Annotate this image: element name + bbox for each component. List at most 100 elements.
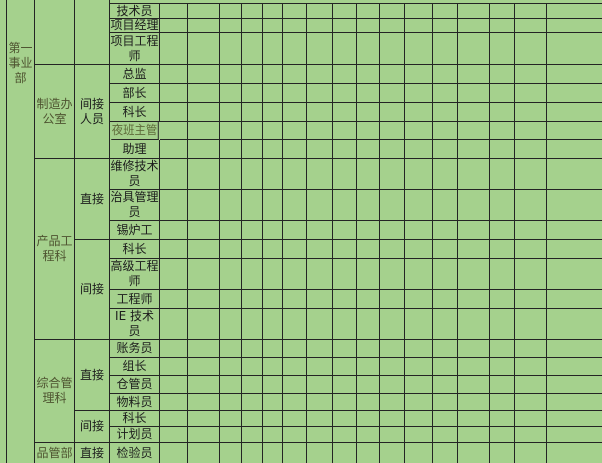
grid-cell[interactable] <box>380 290 405 309</box>
grid-cell[interactable] <box>188 190 220 221</box>
grid-cell[interactable] <box>490 427 515 443</box>
grid-cell[interactable] <box>160 427 188 443</box>
grid-cell[interactable] <box>188 340 220 358</box>
grid-cell[interactable] <box>458 19 490 33</box>
grid-cell[interactable] <box>458 443 490 463</box>
grid-cell[interactable] <box>242 443 263 463</box>
grid-cell[interactable] <box>547 427 602 443</box>
grid-cell[interactable] <box>405 394 433 411</box>
grid-cell[interactable] <box>283 394 307 411</box>
grid-cell[interactable] <box>160 309 188 340</box>
grid-cell[interactable] <box>220 290 242 309</box>
grid-cell[interactable] <box>490 3 515 19</box>
grid-cell[interactable] <box>333 394 357 411</box>
grid-cell[interactable] <box>160 159 188 190</box>
grid-cell[interactable] <box>263 33 283 65</box>
grid-cell[interactable] <box>458 309 490 340</box>
grid-cell[interactable] <box>220 358 242 376</box>
grid-cell[interactable] <box>515 340 547 358</box>
grid-cell[interactable] <box>458 427 490 443</box>
grid-cell[interactable] <box>515 290 547 309</box>
grid-cell[interactable] <box>188 84 220 103</box>
grid-cell[interactable] <box>242 103 263 122</box>
grid-cell[interactable] <box>380 159 405 190</box>
grid-cell[interactable] <box>433 376 458 394</box>
grid-cell[interactable] <box>490 290 515 309</box>
grid-cell[interactable] <box>547 376 602 394</box>
grid-cell[interactable] <box>220 427 242 443</box>
grid-cell[interactable] <box>283 443 307 463</box>
grid-cell[interactable] <box>405 240 433 259</box>
grid-cell[interactable] <box>242 190 263 221</box>
grid-cell[interactable] <box>333 376 357 394</box>
grid-cell[interactable] <box>405 3 433 19</box>
grid-cell[interactable] <box>160 84 188 103</box>
grid-cell[interactable] <box>405 309 433 340</box>
grid-cell[interactable] <box>333 159 357 190</box>
job-title-cell[interactable]: 项目工程师 <box>110 33 160 65</box>
grid-cell[interactable] <box>188 376 220 394</box>
grid-cell[interactable] <box>380 240 405 259</box>
grid-cell[interactable] <box>188 221 220 240</box>
job-title-cell[interactable]: 治具管理员 <box>110 190 160 221</box>
grid-cell[interactable] <box>547 411 602 427</box>
grid-cell[interactable] <box>357 140 380 159</box>
job-title-cell[interactable]: 维修技术员 <box>110 159 160 190</box>
grid-cell[interactable] <box>405 190 433 221</box>
grid-cell[interactable] <box>283 376 307 394</box>
job-title-cell[interactable]: IE 技术员 <box>110 309 160 340</box>
grid-cell[interactable] <box>405 427 433 443</box>
grid-cell[interactable] <box>380 340 405 358</box>
grid-cell[interactable] <box>458 122 490 140</box>
grid-cell[interactable] <box>188 3 220 19</box>
grid-cell[interactable] <box>380 376 405 394</box>
grid-cell[interactable] <box>307 240 333 259</box>
grid-cell[interactable] <box>160 19 188 33</box>
grid-cell[interactable] <box>263 122 283 140</box>
grid-cell[interactable] <box>490 259 515 290</box>
department-cell[interactable]: 综合管理科 <box>35 340 75 443</box>
grid-cell[interactable] <box>242 3 263 19</box>
grid-cell[interactable] <box>458 394 490 411</box>
grid-cell[interactable] <box>547 3 602 19</box>
grid-cell[interactable] <box>547 221 602 240</box>
grid-cell[interactable] <box>160 190 188 221</box>
grid-cell[interactable] <box>263 84 283 103</box>
job-title-cell[interactable]: 科长 <box>110 240 160 259</box>
grid-cell[interactable] <box>380 443 405 463</box>
grid-cell[interactable] <box>333 221 357 240</box>
grid-cell[interactable] <box>357 259 380 290</box>
personnel-type-cell[interactable]: 直接 <box>75 340 110 411</box>
grid-cell[interactable] <box>515 140 547 159</box>
grid-cell[interactable] <box>405 340 433 358</box>
grid-cell[interactable] <box>263 3 283 19</box>
job-title-cell[interactable]: 项目经理 <box>110 19 160 33</box>
grid-cell[interactable] <box>380 3 405 19</box>
grid-cell[interactable] <box>433 84 458 103</box>
grid-cell[interactable] <box>263 290 283 309</box>
grid-cell[interactable] <box>490 19 515 33</box>
grid-cell[interactable] <box>333 340 357 358</box>
grid-cell[interactable] <box>333 103 357 122</box>
grid-cell[interactable] <box>242 358 263 376</box>
grid-cell[interactable] <box>160 340 188 358</box>
grid-cell[interactable] <box>188 358 220 376</box>
grid-cell[interactable] <box>333 33 357 65</box>
grid-cell[interactable] <box>242 84 263 103</box>
job-title-cell[interactable]: 账务员 <box>110 340 160 358</box>
grid-cell[interactable] <box>458 240 490 259</box>
grid-cell[interactable] <box>547 103 602 122</box>
grid-cell[interactable] <box>242 159 263 190</box>
grid-cell[interactable] <box>307 358 333 376</box>
grid-cell[interactable] <box>307 3 333 19</box>
grid-cell[interactable] <box>242 240 263 259</box>
grid-cell[interactable] <box>515 84 547 103</box>
grid-cell[interactable] <box>547 19 602 33</box>
grid-cell[interactable] <box>458 358 490 376</box>
grid-cell[interactable] <box>547 190 602 221</box>
grid-cell[interactable] <box>160 290 188 309</box>
grid-cell[interactable] <box>283 240 307 259</box>
grid-cell[interactable] <box>515 376 547 394</box>
grid-cell[interactable] <box>380 411 405 427</box>
grid-cell[interactable] <box>547 65 602 84</box>
